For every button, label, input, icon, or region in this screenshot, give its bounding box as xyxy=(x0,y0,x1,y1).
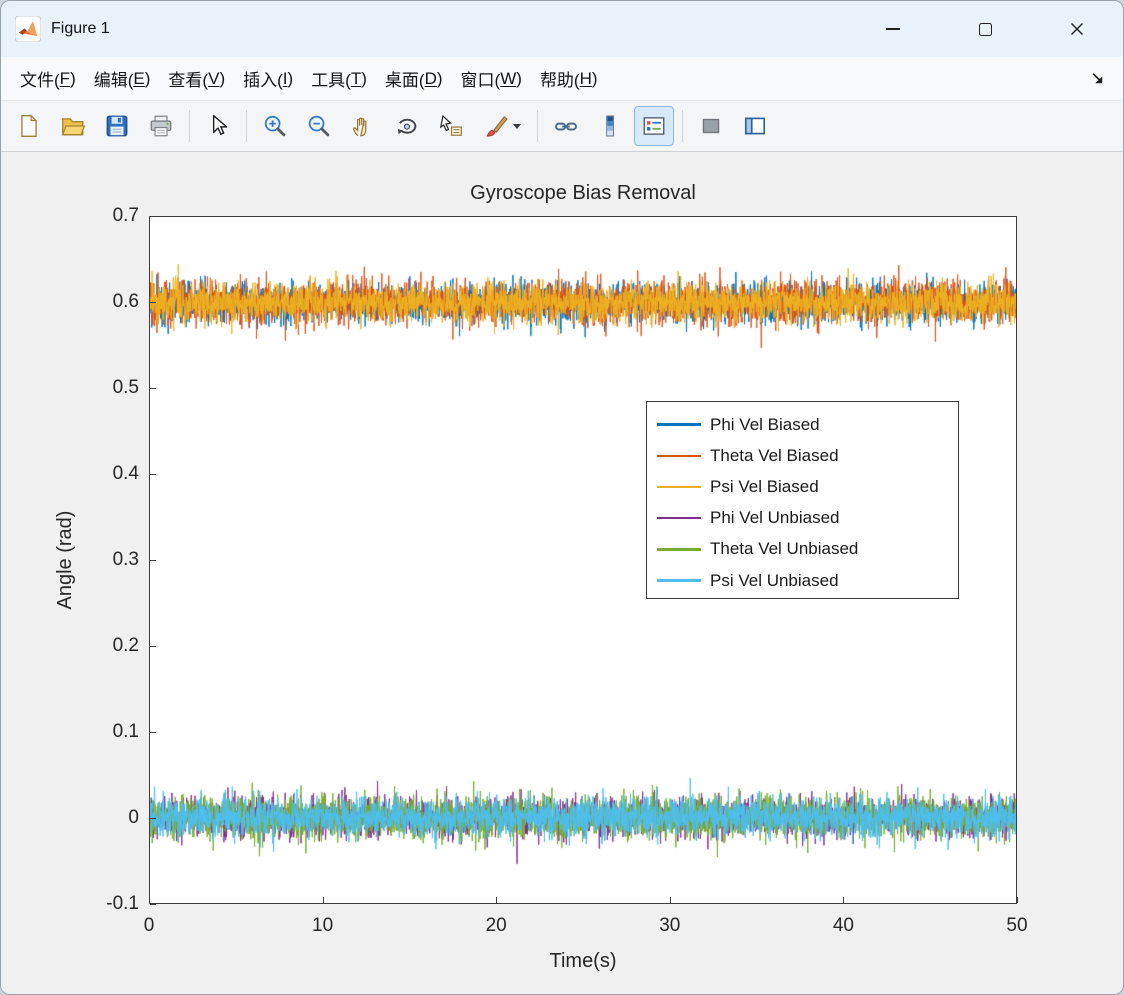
menu-item-window[interactable]: 窗口(W) xyxy=(460,68,522,91)
zoom-out-icon xyxy=(306,113,332,139)
print-figure-icon xyxy=(148,113,174,139)
menu-item-edit[interactable]: 编辑(E) xyxy=(93,68,151,91)
zoom-in-button[interactable] xyxy=(255,106,295,146)
matlab-icon xyxy=(15,16,41,42)
axes[interactable] xyxy=(149,216,1017,904)
zoom-out-button[interactable] xyxy=(299,106,339,146)
brush-button[interactable] xyxy=(475,106,529,146)
legend-item: Psi Vel Biased xyxy=(647,471,958,502)
legend-line-sample xyxy=(657,579,701,582)
toolbar-separator xyxy=(682,110,683,142)
chart-title: Gyroscope Bias Removal xyxy=(470,182,696,204)
menu-item-desktop[interactable]: 桌面(D) xyxy=(384,68,443,91)
legend-label: Phi Vel Unbiased xyxy=(710,508,840,528)
legend-label: Psi Vel Biased xyxy=(710,476,819,496)
toolbar-separator xyxy=(246,110,247,142)
insert-legend-icon xyxy=(641,113,667,139)
close-button[interactable] xyxy=(1031,1,1123,57)
legend-label: Phi Vel Biased xyxy=(710,414,820,434)
legend-item: Psi Vel Unbiased xyxy=(647,565,958,596)
legend-item: Theta Vel Biased xyxy=(647,440,958,471)
edit-plot-icon xyxy=(205,113,231,139)
print-figure-button[interactable] xyxy=(141,106,181,146)
menu-item-insert[interactable]: 插入(I) xyxy=(243,68,294,91)
new-figure-icon xyxy=(16,113,42,139)
menu-items: 文件(F) 编辑(E) 查看(V) 插入(I) 工具(T) 桌面(D) 窗口(W) 帮助(H) xyxy=(11,57,607,100)
legend[interactable]: Phi Vel Biased Theta Vel Biased Psi Vel Bi… xyxy=(646,401,959,599)
maximize-icon xyxy=(978,22,992,36)
menu-item-view[interactable]: 查看(V) xyxy=(168,68,226,91)
menu-item-file[interactable]: 文件(F) xyxy=(20,68,76,91)
legend-line-sample xyxy=(657,454,701,457)
legend-item: Theta Vel Unbiased xyxy=(647,534,958,565)
link-plots-button[interactable] xyxy=(546,106,586,146)
open-file-icon xyxy=(60,113,86,139)
toolbar-separator xyxy=(189,110,190,142)
legend-line-sample xyxy=(657,548,701,551)
legend-label: Psi Vel Unbiased xyxy=(710,570,839,590)
rotate-3d-button[interactable] xyxy=(387,106,427,146)
brush-icon xyxy=(484,113,510,139)
hide-plot-tools-icon xyxy=(698,113,724,139)
toolbar-separator xyxy=(537,110,538,142)
edit-plot-button[interactable] xyxy=(198,106,238,146)
legend-item: Phi Vel Unbiased xyxy=(647,503,958,534)
menu-item-help[interactable]: 帮助(H) xyxy=(539,68,598,91)
dock-figure-icon[interactable] xyxy=(1090,70,1107,87)
minimize-button[interactable] xyxy=(847,1,939,57)
pan-button[interactable] xyxy=(343,106,383,146)
window-title: Figure 1 xyxy=(51,20,110,37)
titlebar: Figure 1 xyxy=(1,1,1123,57)
pan-icon xyxy=(350,113,376,139)
show-plot-tools-button[interactable] xyxy=(735,106,775,146)
hide-plot-tools-button[interactable] xyxy=(691,106,731,146)
maximize-button[interactable] xyxy=(939,1,1031,57)
data-cursor-button[interactable] xyxy=(431,106,471,146)
menu-item-tools[interactable]: 工具(T) xyxy=(311,68,367,91)
open-file-button[interactable] xyxy=(53,106,93,146)
insert-colorbar-icon xyxy=(597,113,623,139)
show-plot-tools-icon xyxy=(742,113,768,139)
legend-label: Theta Vel Unbiased xyxy=(710,539,859,559)
save-figure-icon xyxy=(104,113,130,139)
insert-legend-button[interactable] xyxy=(634,106,674,146)
data-cursor-icon xyxy=(438,113,464,139)
legend-line-sample xyxy=(657,516,701,520)
zoom-in-icon xyxy=(262,113,288,139)
close-icon xyxy=(1071,23,1083,35)
x-axis-label: Time(s) xyxy=(549,950,617,972)
link-plots-icon xyxy=(553,113,579,139)
brush-dropdown-caret[interactable] xyxy=(512,123,521,129)
y-axis-label: Angle (rad) xyxy=(54,510,76,610)
rotate-3d-icon xyxy=(394,113,420,139)
menubar: 文件(F) 编辑(E) 查看(V) 插入(I) 工具(T) 桌面(D) 窗口(W) 帮助(H) xyxy=(1,57,1123,101)
legend-line-sample xyxy=(657,423,701,426)
minimize-icon xyxy=(886,28,900,30)
save-figure-button[interactable] xyxy=(97,106,137,146)
legend-label: Theta Vel Biased xyxy=(710,445,839,465)
new-figure-button[interactable] xyxy=(9,106,49,146)
insert-colorbar-button[interactable] xyxy=(590,106,630,146)
toolbar xyxy=(1,101,1123,152)
window-controls xyxy=(847,1,1123,57)
legend-item: Phi Vel Biased xyxy=(647,409,958,440)
legend-line-sample xyxy=(657,485,701,489)
